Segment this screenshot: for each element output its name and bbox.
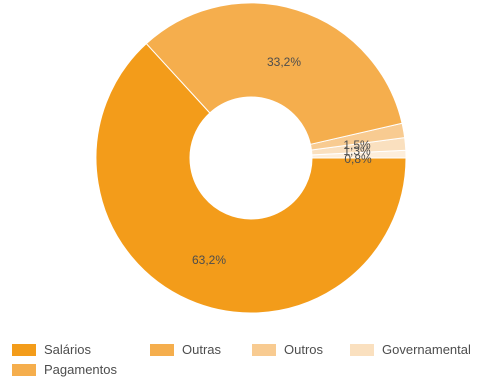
legend-swatch <box>252 344 276 356</box>
legend: Salários Outras Outros Governamental Pagamen… <box>12 342 471 377</box>
legend-label: Governamental <box>382 342 471 357</box>
legend-label: Salários <box>44 342 91 357</box>
slice-outras <box>145 2 403 145</box>
data-label-outras: 33,2% <box>267 55 301 69</box>
legend-swatch <box>12 344 36 356</box>
legend-label: Pagamentos <box>44 362 117 377</box>
legend-entry-salários: Salários <box>12 342 91 357</box>
legend-entry-pagamentos: Pagamentos <box>12 362 117 377</box>
data-label-salários: 63,2% <box>192 253 226 267</box>
legend-entry-outras: Outras <box>150 342 222 357</box>
data-label-outros: 1,5% <box>343 138 371 152</box>
data-label-governamental: 1,3% <box>343 144 371 158</box>
legend-swatch <box>12 364 36 376</box>
legend-label: Outras <box>182 342 222 357</box>
slice-salários <box>95 42 407 314</box>
legend-swatch <box>150 344 174 356</box>
data-label-unnamed: 0,8% <box>344 152 372 166</box>
slices-layer <box>95 2 407 314</box>
legend-swatch <box>350 344 374 356</box>
legend-label: Outros <box>284 342 324 357</box>
labels-layer: 0,8%1,3%1,5% 33,2% 63,2% <box>192 55 372 267</box>
legend-entry-governamental: Governamental <box>350 342 471 357</box>
legend-entry-outros: Outros <box>252 342 324 357</box>
